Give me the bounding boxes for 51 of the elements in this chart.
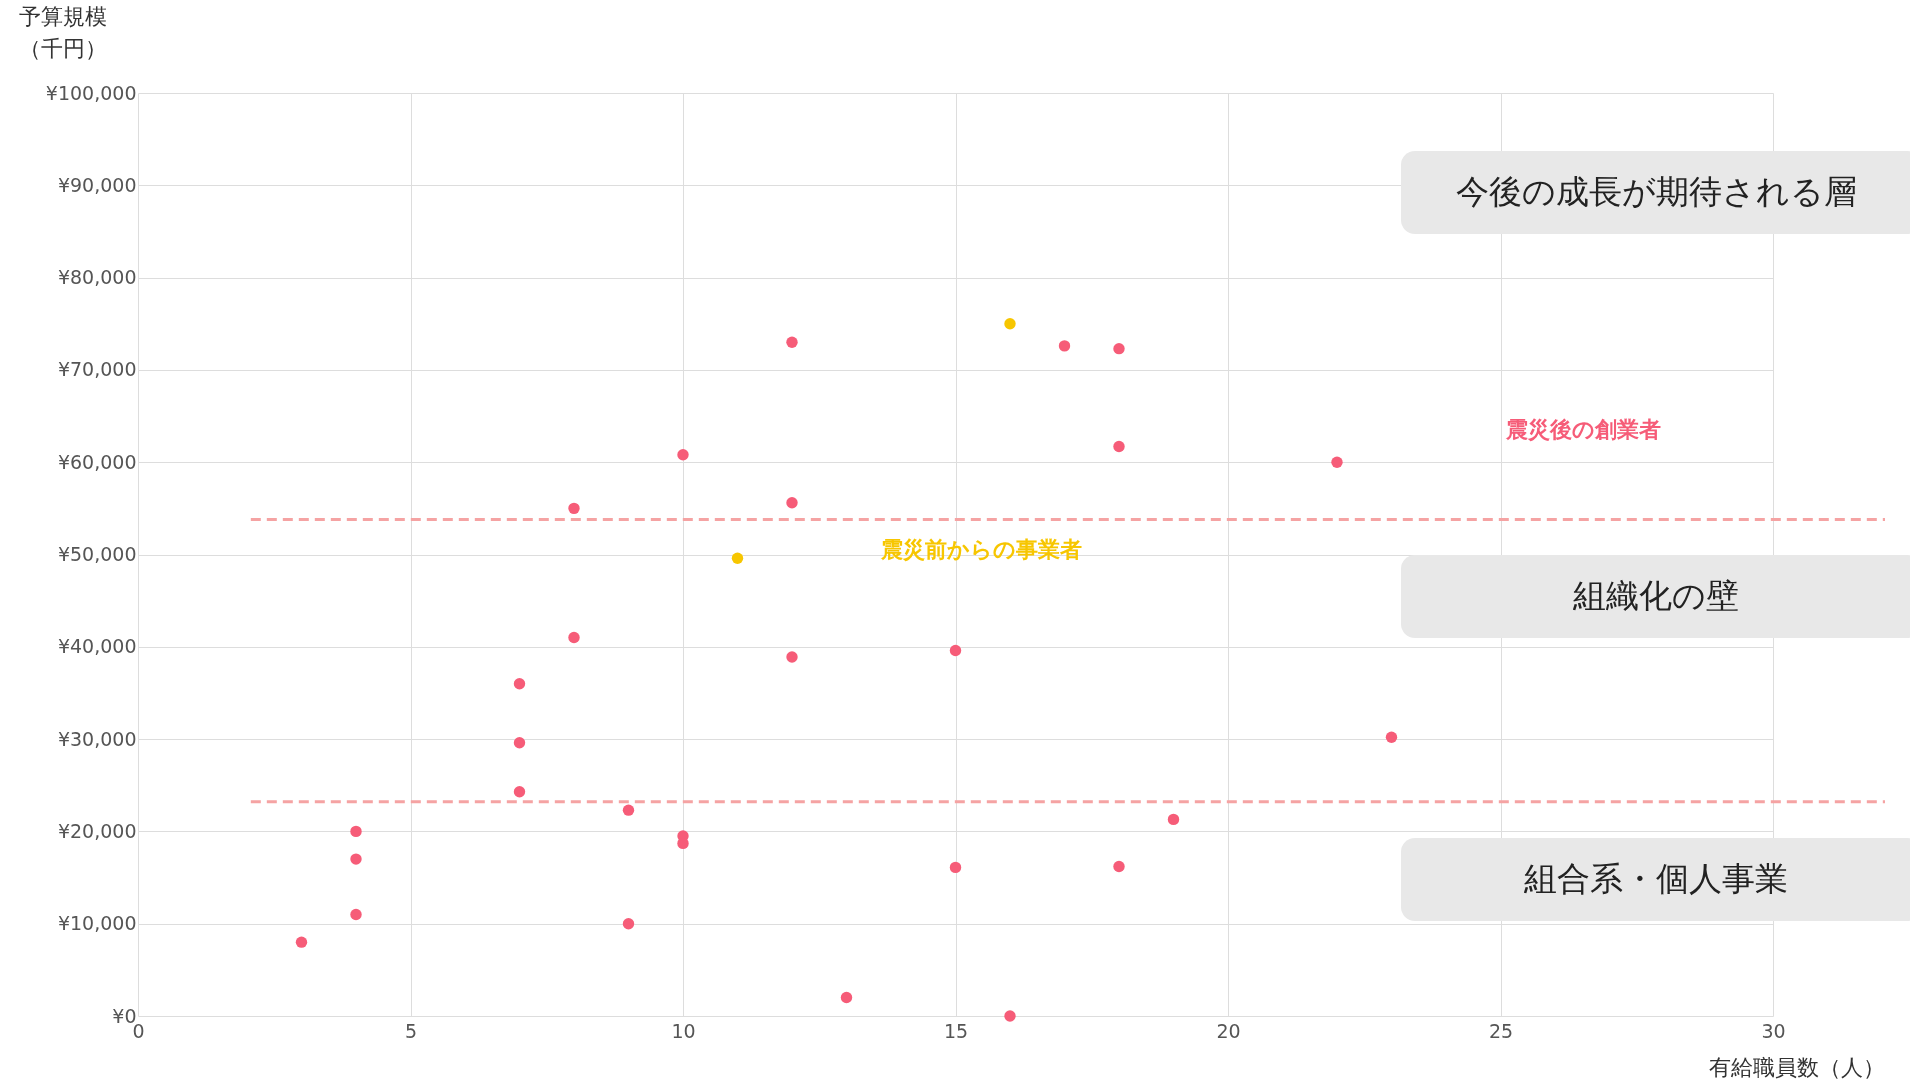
x-tick-label: 30 xyxy=(1761,1019,1786,1042)
point xyxy=(1058,340,1071,352)
point xyxy=(513,737,526,749)
point xyxy=(1167,813,1180,826)
point xyxy=(568,631,580,644)
point xyxy=(677,449,689,461)
point xyxy=(1004,1010,1016,1022)
point xyxy=(350,908,362,921)
point xyxy=(786,497,798,509)
point xyxy=(1113,860,1125,873)
point xyxy=(731,552,744,564)
point xyxy=(350,825,362,838)
text: 震災後の創業者 xyxy=(1504,417,1661,442)
y-tick-label: ¥50,000 xyxy=(57,543,137,565)
y-tick-label: ¥70,000 xyxy=(57,358,137,381)
point xyxy=(1331,456,1343,468)
callout-box: 今後の成長が期待される層 xyxy=(1401,151,1910,234)
point xyxy=(840,991,853,1004)
point xyxy=(949,861,962,874)
y-tick-label: ¥100,000 xyxy=(45,81,137,104)
point xyxy=(568,502,580,515)
y-tick-label: ¥40,000 xyxy=(57,635,137,658)
x-tick-label: 5 xyxy=(404,1019,418,1042)
point xyxy=(1113,440,1125,453)
point xyxy=(350,853,362,865)
y-tick-label: ¥60,000 xyxy=(57,450,137,473)
point xyxy=(513,678,526,690)
point xyxy=(622,918,635,930)
y-axis-title: 予算規模（千円） xyxy=(19,4,107,61)
point xyxy=(622,804,635,816)
point xyxy=(786,336,798,348)
point xyxy=(1385,731,1398,743)
point xyxy=(1113,342,1125,355)
point xyxy=(949,644,962,657)
y-tick-label: ¥20,000 xyxy=(57,819,137,842)
y-tick-label: ¥10,000 xyxy=(57,912,137,935)
y-tick-label: ¥30,000 xyxy=(57,727,137,750)
y-tick-label: ¥90,000 xyxy=(57,173,137,196)
point xyxy=(513,786,526,798)
x-tick-label: 10 xyxy=(671,1019,696,1042)
callout-box: 組織化の壁 xyxy=(1401,555,1910,638)
point xyxy=(1004,318,1016,330)
callout-box: 組合系・個人事業 xyxy=(1401,838,1910,921)
x-tick-label: 25 xyxy=(1488,1019,1514,1042)
x-tick-label: 15 xyxy=(943,1019,969,1042)
x-tick-label: 20 xyxy=(1216,1019,1241,1042)
x-axis-title: 有給職員数（人） xyxy=(1709,1055,1885,1079)
text: 震災前からの事業者 xyxy=(879,537,1082,562)
point xyxy=(786,651,798,663)
y-tick-label: ¥80,000 xyxy=(57,266,137,289)
point xyxy=(295,936,308,948)
